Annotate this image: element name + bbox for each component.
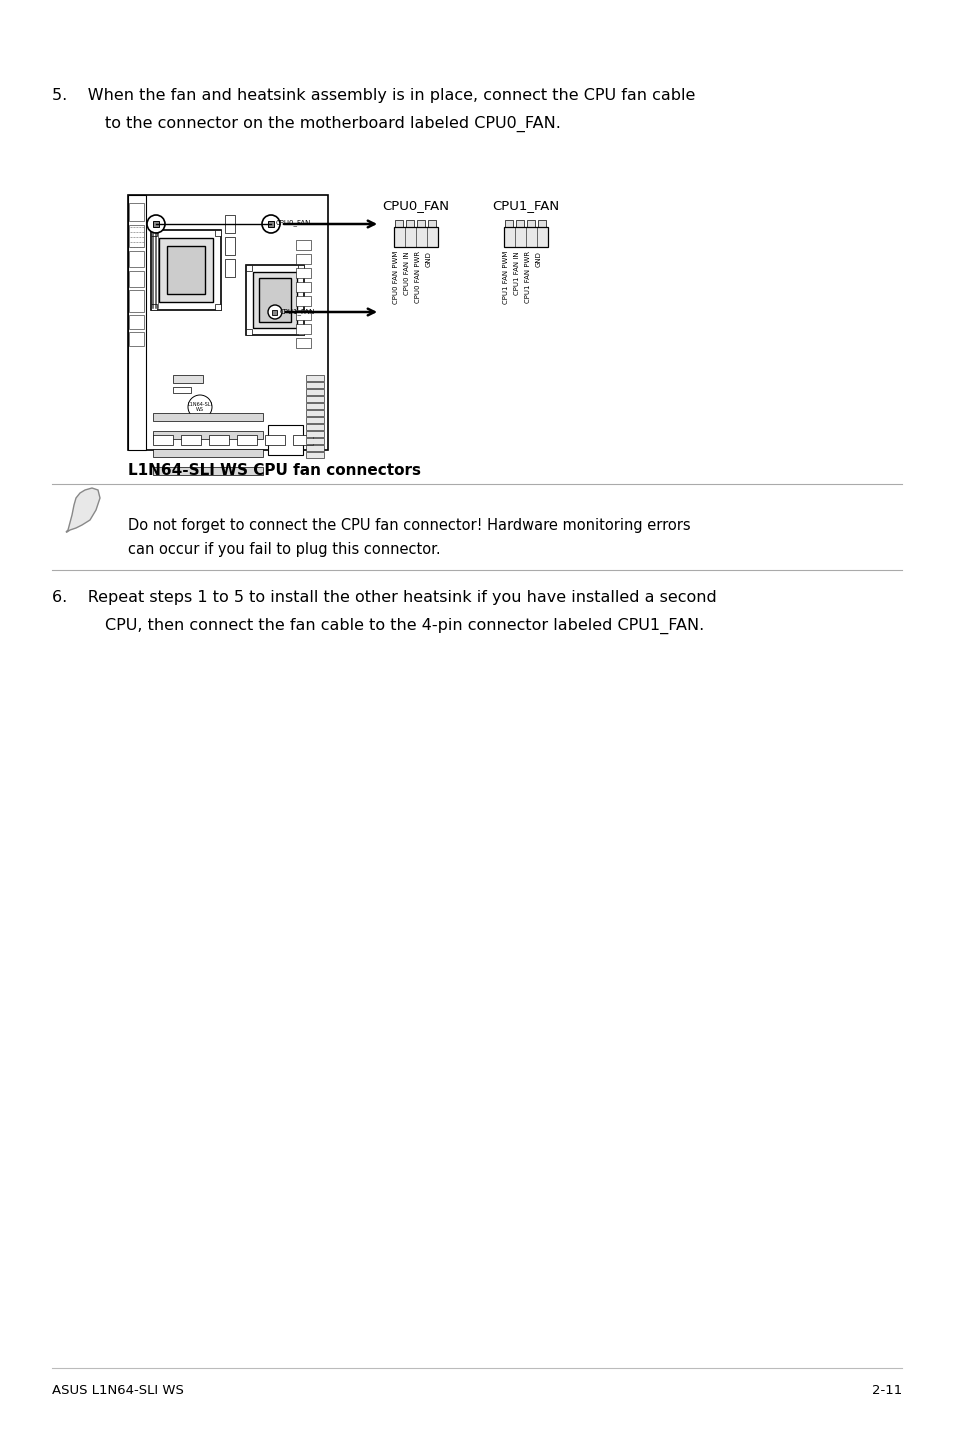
Text: CPU0 FAN IN: CPU0 FAN IN (403, 252, 410, 295)
Bar (295, 240, 311, 250)
Bar (246, 265, 252, 270)
Text: ASUS L1N64-SLI WS: ASUS L1N64-SLI WS (52, 1383, 184, 1396)
Bar (516, 220, 523, 227)
Bar (306, 452, 324, 457)
Bar (225, 259, 234, 278)
Bar (295, 338, 311, 348)
Bar (395, 220, 402, 227)
Bar (268, 426, 303, 454)
Bar (246, 265, 304, 335)
Bar (214, 303, 221, 311)
Bar (214, 230, 221, 236)
Bar (151, 230, 221, 311)
Text: Do not forget to connect the CPU fan connector! Hardware monitoring errors: Do not forget to connect the CPU fan con… (128, 518, 690, 533)
Bar (273, 309, 277, 315)
Bar (306, 431, 324, 437)
Bar (167, 246, 205, 293)
Bar (172, 375, 203, 383)
Bar (151, 303, 157, 311)
Bar (129, 252, 144, 267)
Bar (306, 424, 324, 430)
Bar (152, 467, 263, 475)
Bar (306, 390, 324, 395)
Bar (504, 220, 513, 227)
Text: GND: GND (536, 252, 541, 267)
Bar (406, 220, 414, 227)
Bar (246, 329, 252, 335)
Bar (526, 220, 535, 227)
Bar (295, 296, 311, 306)
Bar (297, 329, 304, 335)
Bar (152, 221, 159, 227)
Bar (129, 332, 144, 347)
Bar (268, 221, 274, 227)
Polygon shape (66, 487, 100, 532)
Text: L1N64-SLI
WS: L1N64-SLI WS (188, 401, 213, 413)
Bar (128, 196, 328, 450)
Text: 6.    Repeat steps 1 to 5 to install the other heatsink if you have installed a : 6. Repeat steps 1 to 5 to install the ot… (52, 590, 716, 605)
Bar (293, 436, 313, 444)
Text: CPU1 FAN PWM: CPU1 FAN PWM (502, 252, 509, 305)
Circle shape (147, 216, 165, 233)
Text: CPU1_FAN: CPU1_FAN (280, 308, 315, 315)
Text: CPU0_FAN: CPU0_FAN (275, 219, 311, 226)
Bar (152, 431, 263, 439)
Bar (258, 278, 291, 322)
Bar (503, 227, 547, 247)
Bar (394, 227, 437, 247)
Bar (129, 290, 144, 312)
Bar (151, 230, 157, 236)
Text: GND: GND (426, 252, 432, 267)
Bar (209, 436, 229, 444)
Text: CPU0_FAN: CPU0_FAN (382, 198, 449, 211)
Text: 2-11: 2-11 (871, 1383, 901, 1396)
Bar (295, 267, 311, 278)
Circle shape (262, 216, 280, 233)
Text: CPU0 FAN PWR: CPU0 FAN PWR (415, 252, 420, 303)
Text: 5.    When the fan and heatsink assembly is in place, connect the CPU fan cable: 5. When the fan and heatsink assembly is… (52, 88, 695, 104)
Bar (152, 449, 263, 457)
Bar (306, 410, 324, 416)
Bar (152, 436, 172, 444)
Bar (295, 311, 311, 321)
Bar (129, 203, 144, 221)
Bar (295, 324, 311, 334)
Bar (306, 417, 324, 423)
Bar (225, 237, 234, 255)
Text: CPU0 FAN PWM: CPU0 FAN PWM (393, 252, 398, 305)
Bar (129, 315, 144, 329)
Bar (129, 224, 144, 247)
Bar (537, 220, 545, 227)
Bar (172, 387, 191, 393)
Bar (295, 282, 311, 292)
Text: CPU1_FAN: CPU1_FAN (492, 198, 559, 211)
Bar (152, 413, 263, 421)
Bar (128, 196, 146, 450)
Bar (306, 383, 324, 388)
Bar (297, 265, 304, 270)
Bar (225, 216, 234, 233)
Bar (253, 272, 296, 328)
Bar (428, 220, 436, 227)
Bar (306, 444, 324, 452)
Bar (306, 403, 324, 408)
Text: CPU1 FAN IN: CPU1 FAN IN (514, 252, 519, 295)
Text: to the connector on the motherboard labeled CPU0_FAN.: to the connector on the motherboard labe… (105, 116, 560, 132)
Circle shape (188, 395, 212, 418)
Bar (416, 220, 424, 227)
Text: CPU1 FAN PWR: CPU1 FAN PWR (524, 252, 531, 303)
Bar (181, 436, 201, 444)
Bar (306, 375, 324, 381)
Text: L1N64-SLI WS CPU fan connectors: L1N64-SLI WS CPU fan connectors (128, 463, 420, 477)
Text: CPU, then connect the fan cable to the 4-pin connector labeled CPU1_FAN.: CPU, then connect the fan cable to the 4… (105, 618, 703, 634)
Bar (236, 436, 256, 444)
Text: can occur if you fail to plug this connector.: can occur if you fail to plug this conne… (128, 542, 440, 557)
Bar (129, 270, 144, 288)
Bar (306, 395, 324, 403)
Bar (295, 255, 311, 265)
Bar (265, 436, 285, 444)
Bar (306, 439, 324, 444)
Bar (159, 239, 213, 302)
Circle shape (268, 305, 282, 319)
